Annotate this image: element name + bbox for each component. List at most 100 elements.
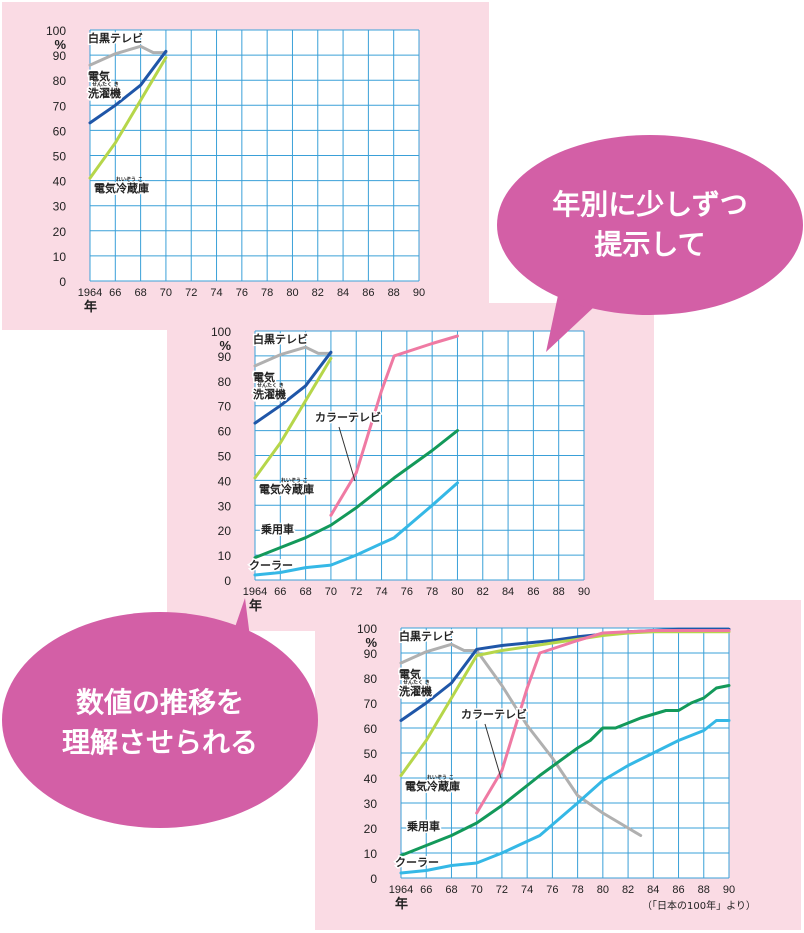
series-ruby: れいぞう こ (116, 176, 143, 183)
speech-bubble-bottom-text: 数値の推移を 理解させられる (40, 683, 280, 763)
x-tick-label: 66 (109, 287, 121, 299)
series-label: 乗用車 (261, 522, 294, 536)
y-tick-label: 10 (53, 250, 67, 264)
y-tick-label: 60 (218, 425, 232, 439)
speech-bubble-top-line-2: 提示して (594, 228, 706, 261)
speech-bubble-top-text: 年別に少しずつ 提示して (530, 185, 770, 265)
y-tick-label: 0 (224, 574, 231, 588)
series-label: 電気冷蔵庫 (259, 482, 314, 496)
y-tick-label: 100 (46, 24, 66, 38)
x-unit-label: 年 (249, 598, 262, 613)
x-unit-label: 年 (395, 896, 408, 911)
leader-line (484, 723, 502, 779)
x-tick-label: 82 (312, 287, 324, 299)
series-line (88, 44, 168, 67)
x-tick-label: 88 (553, 586, 565, 598)
x-tick-label: 90 (413, 287, 425, 299)
series-label: 白黒テレビ (399, 629, 454, 643)
x-unit-label: 年 (84, 299, 97, 314)
series-line (399, 719, 731, 875)
series-label: 電気冷蔵庫 (405, 779, 460, 793)
y-tick-label: 90 (53, 49, 67, 63)
y-tick-label: 30 (53, 200, 67, 214)
x-tick-label: 1964 (78, 287, 102, 299)
x-tick-label: 84 (647, 884, 659, 896)
grid (254, 330, 585, 581)
y-tick-label: 20 (218, 524, 232, 538)
x-tick-label: 68 (299, 586, 311, 598)
y-tick-label: 30 (364, 797, 378, 811)
series-line (88, 56, 168, 180)
x-tick-label: 1964 (389, 884, 413, 896)
series-line (88, 49, 168, 125)
y-tick-label: 60 (53, 124, 67, 138)
x-tick-label: 86 (527, 586, 539, 598)
y-tick-label: 20 (53, 225, 67, 239)
y-tick-label: 40 (53, 175, 67, 189)
x-tick-label: 78 (571, 884, 583, 896)
x-tick-label: 80 (286, 287, 298, 299)
x-tick-label: 72 (496, 884, 508, 896)
y-tick-label: 70 (364, 697, 378, 711)
series-label: 電気 (253, 370, 275, 384)
y-tick-label: 60 (364, 722, 378, 736)
x-tick-label: 86 (672, 884, 684, 896)
x-tick-label: 70 (471, 884, 483, 896)
series-ruby: れいぞう こ (281, 477, 308, 484)
series-label: 洗濯機 (88, 86, 121, 100)
x-tick-label: 74 (521, 884, 533, 896)
series-line (329, 334, 459, 517)
x-tick-label: 1964 (243, 586, 267, 598)
y-tick-label: 0 (370, 872, 377, 886)
series-label: 洗濯機 (253, 387, 286, 401)
x-tick-label: 80 (451, 586, 463, 598)
x-tick-label: 90 (578, 586, 590, 598)
y-unit-label: % (365, 635, 377, 650)
x-tick-label: 76 (401, 586, 413, 598)
series-line (475, 629, 731, 815)
y-tick-label: 50 (218, 450, 232, 464)
x-tick-label: 72 (185, 287, 197, 299)
x-tick-label: 82 (622, 884, 634, 896)
y-tick-label: 10 (218, 549, 232, 563)
series-label: 白黒テレビ (88, 31, 143, 45)
series-line (399, 684, 731, 857)
x-tick-label: 66 (420, 884, 432, 896)
y-tick-label: 70 (53, 99, 67, 113)
series-label: 白黒テレビ (253, 332, 308, 346)
series-label: 電気 (399, 667, 421, 681)
series-label: 電気冷蔵庫 (94, 181, 149, 195)
series-ruby: せんたく き (403, 679, 430, 686)
y-tick-label: 20 (364, 822, 378, 836)
x-tick-label: 78 (426, 586, 438, 598)
y-tick-label: 80 (218, 375, 232, 389)
chart-panel-1: 100 90 80 70 60 50 40 30 20 10 0% 1964 66 68 70 72 74 76 7… (2, 2, 489, 330)
x-tick-label: 84 (502, 586, 514, 598)
chart-panel-2: 100 90 80 70 60 50 40 30 20 10 0% 1964 66 68 70 72 74 76 7… (167, 303, 654, 631)
series-label: 洗濯機 (399, 684, 432, 698)
x-tick-label: 76 (236, 287, 248, 299)
x-tick-label: 74 (375, 586, 387, 598)
x-tick-label: 88 (698, 884, 710, 896)
y-tick-label: 90 (218, 350, 232, 364)
series-label: 電気 (88, 69, 110, 83)
y-tick-label: 50 (364, 747, 378, 761)
series-ruby: せんたく き (257, 382, 284, 389)
x-tick-label: 78 (261, 287, 273, 299)
speech-bubble-bottom-line-1: 数値の推移を (75, 686, 244, 719)
grid (400, 627, 730, 879)
y-tick-label: 80 (364, 672, 378, 686)
series-ruby: れいぞう こ (427, 774, 454, 781)
x-tick-label: 88 (388, 287, 400, 299)
x-tick-label: 76 (546, 884, 558, 896)
series-label: 乗用車 (407, 819, 440, 833)
series-line (253, 356, 333, 480)
x-tick-label: 90 (723, 884, 735, 896)
y-tick-label: 100 (357, 622, 377, 636)
y-unit-label: % (219, 338, 231, 353)
y-tick-label: 40 (364, 772, 378, 786)
y-tick-label: 50 (53, 150, 67, 164)
x-tick-label: 72 (350, 586, 362, 598)
x-tick-label: 80 (597, 884, 609, 896)
